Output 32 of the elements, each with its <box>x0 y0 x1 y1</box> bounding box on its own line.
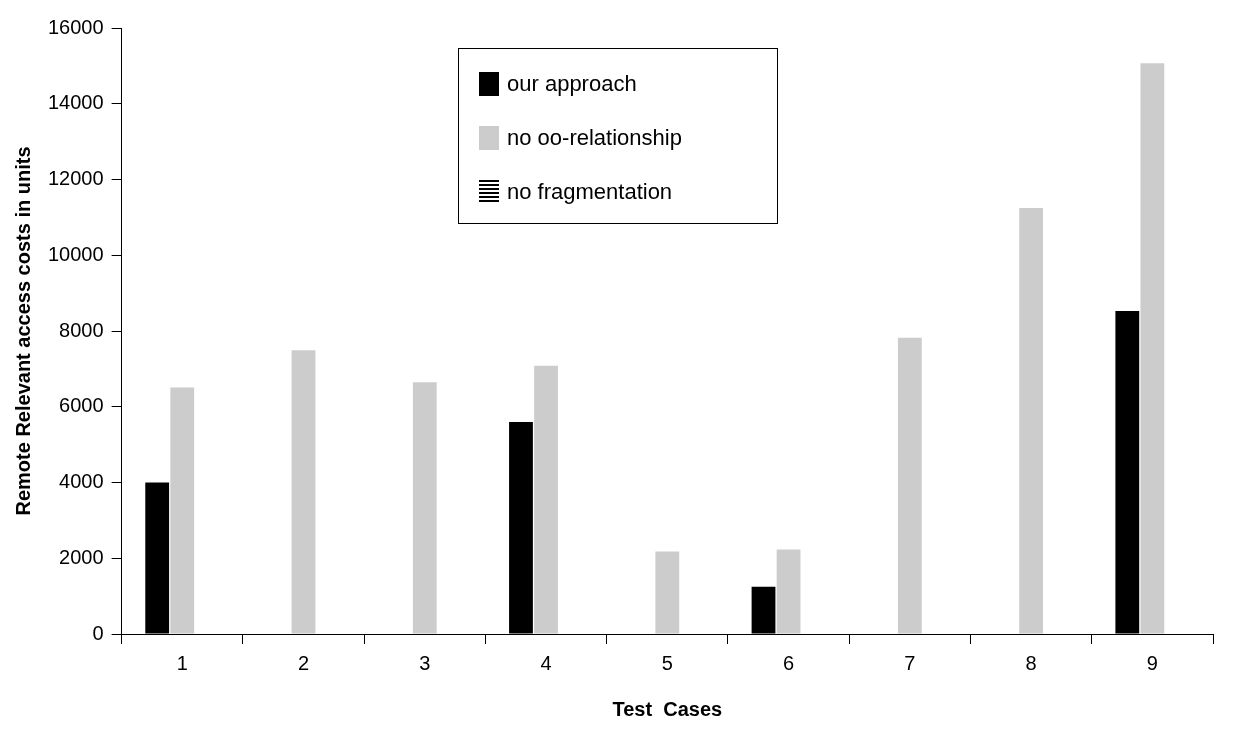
y-tick-label: 16000 <box>47 15 104 38</box>
x-tick-label: 4 <box>540 651 552 674</box>
bar <box>412 382 437 634</box>
legend-label: no oo-relationship <box>507 125 682 151</box>
x-tick-label: 7 <box>904 651 916 674</box>
y-tick-label: 0 <box>92 621 104 644</box>
bar <box>534 365 558 634</box>
bar <box>291 350 316 634</box>
y-tick-label: 8000 <box>59 318 104 341</box>
x-tick-label: 2 <box>297 651 310 674</box>
y-tick-label: 12000 <box>47 167 104 190</box>
y-tick-label: 10000 <box>47 242 104 265</box>
x-tick-label: 5 <box>661 651 673 674</box>
bar <box>170 387 195 634</box>
y-tick-label: 2000 <box>59 545 104 568</box>
x-tick-label: 9 <box>1146 651 1158 674</box>
y-tick-label: 6000 <box>59 394 104 417</box>
y-tick-label: 14000 <box>47 91 104 114</box>
bar <box>897 337 922 634</box>
legend-label: no fragmentation <box>507 179 673 205</box>
x-tick-label: 6 <box>783 651 795 674</box>
legend-label: our approach <box>507 71 637 97</box>
bar <box>655 551 680 634</box>
x-tick-label: 3 <box>419 651 431 674</box>
bar <box>1019 207 1044 634</box>
y-tick-label: 4000 <box>59 470 104 493</box>
x-tick-label: 8 <box>1025 651 1037 674</box>
y-axis-title: Remote Relevant access costs in units <box>11 146 34 516</box>
x-axis-title: Test Cases <box>612 697 723 720</box>
bar <box>776 549 801 634</box>
x-tick-label: 1 <box>176 651 188 674</box>
bar <box>1140 63 1165 634</box>
